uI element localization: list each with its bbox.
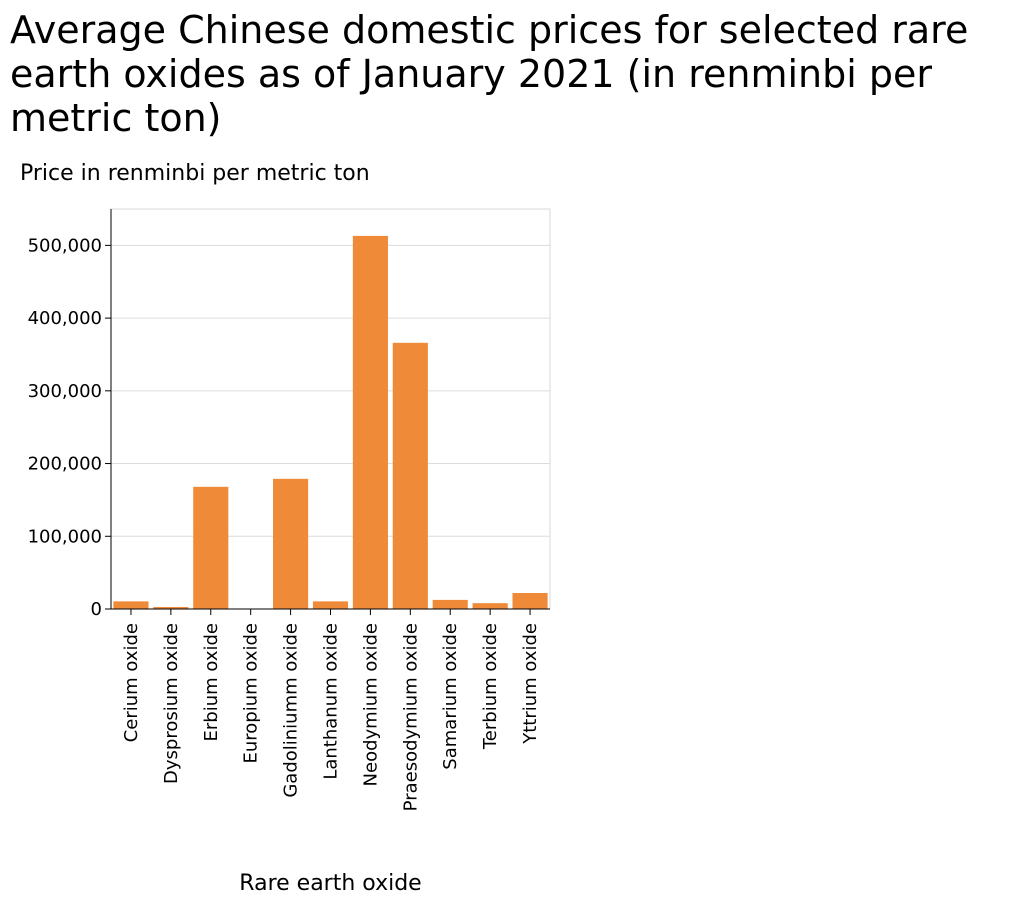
- y-tick-label: 300,000: [28, 381, 102, 402]
- x-tick-label: Praesodymium oxide: [400, 623, 421, 811]
- chart-title: Average Chinese domestic prices for sele…: [10, 8, 969, 140]
- plot-frame: [110, 208, 551, 610]
- y-axis-title: Price in renminbi per metric ton: [20, 161, 370, 186]
- bar: [432, 599, 468, 609]
- x-tick-label: Terbium oxide: [480, 623, 501, 750]
- bar: [392, 342, 428, 609]
- x-tick-label: Samarium oxide: [440, 623, 461, 770]
- axes: [105, 209, 550, 615]
- bar: [512, 593, 548, 609]
- y-tick-label: 0: [91, 599, 102, 620]
- x-tick-labels: Cerium oxide Dysprosium oxide Erbium oxide…: [121, 623, 541, 811]
- x-tick-label: Dysprosium oxide: [161, 623, 182, 784]
- x-tick-label: Europium oxide: [241, 623, 262, 764]
- bar: [312, 601, 349, 609]
- bar: [153, 606, 189, 609]
- x-tick-label: Gadoliniumm oxide: [281, 623, 302, 798]
- bar: [193, 486, 229, 609]
- x-axis-title: Rare earth oxide: [239, 871, 421, 896]
- y-tick-labels: 0 100,000 200,000 300,000 400,000 500,000: [28, 235, 102, 620]
- bar: [352, 235, 388, 609]
- bar: [113, 601, 149, 609]
- bar: [273, 478, 309, 609]
- x-tick-label: Yttrium oxide: [520, 623, 541, 745]
- x-tick-label: Neodymium oxide: [360, 623, 381, 786]
- y-tick-label: 200,000: [28, 454, 102, 475]
- x-tick-label: Cerium oxide: [121, 623, 142, 742]
- bars: [113, 235, 548, 609]
- x-tick-label: Lanthanum oxide: [321, 623, 342, 780]
- gridlines: [110, 208, 551, 610]
- bar: [472, 603, 508, 609]
- x-tick-label: Erbium oxide: [201, 623, 222, 741]
- y-tick-label: 400,000: [28, 308, 102, 329]
- y-tick-label: 500,000: [28, 235, 102, 256]
- y-tick-label: 100,000: [28, 526, 102, 547]
